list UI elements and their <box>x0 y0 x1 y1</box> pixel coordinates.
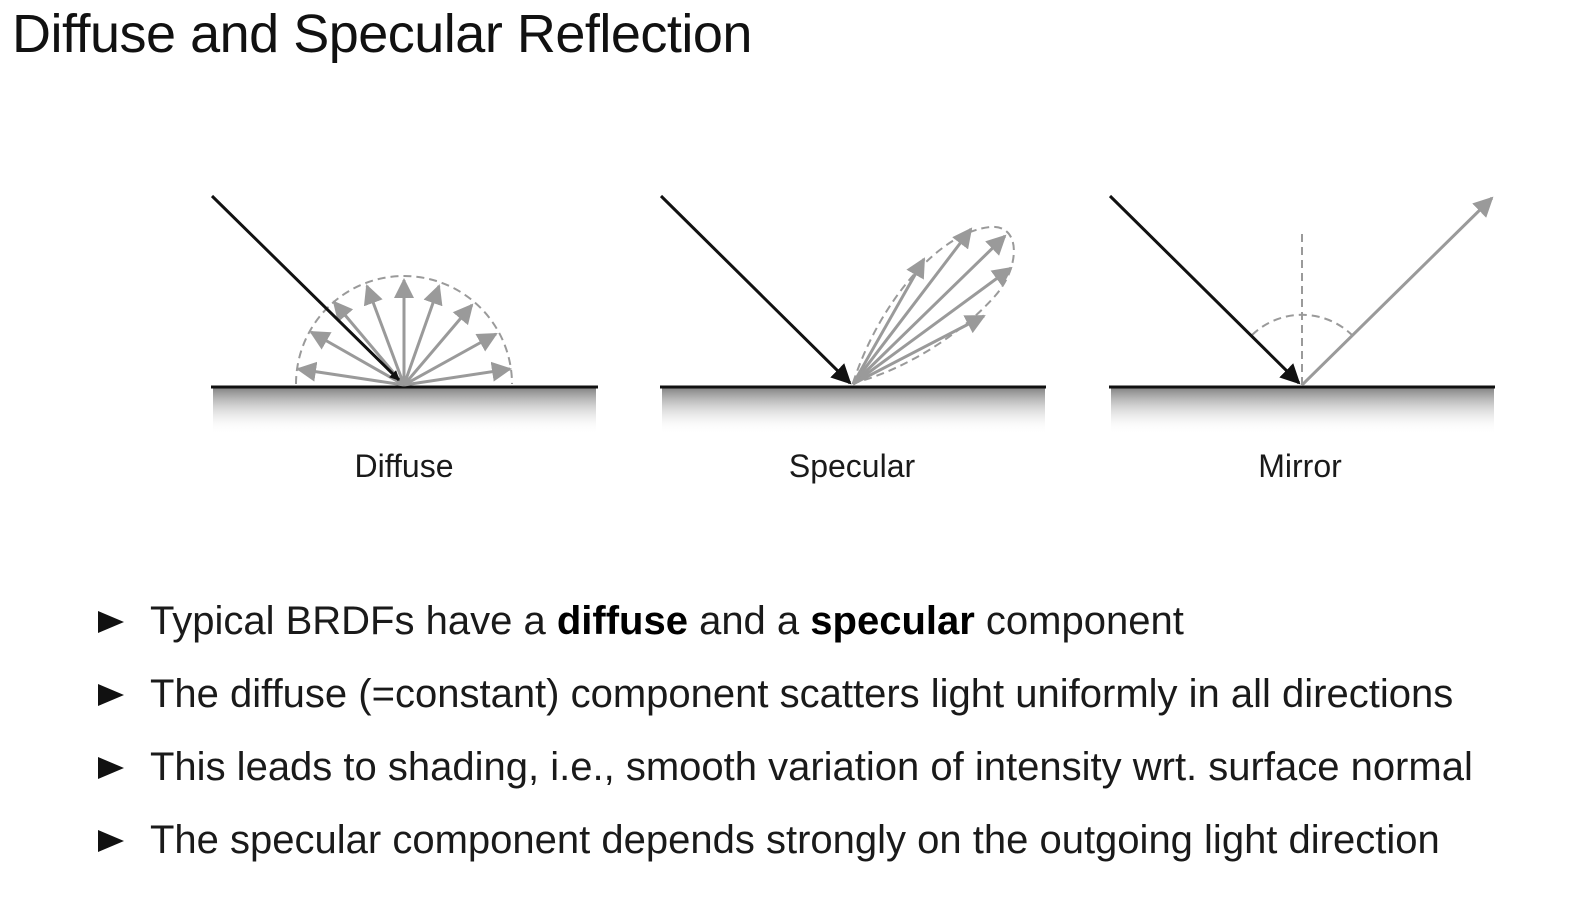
reflection-diagram <box>210 194 1495 434</box>
bullet-bold-diffuse: diffuse <box>556 599 688 643</box>
bullet-item: The specular component depends strongly … <box>98 809 1473 882</box>
bullet-triangle-icon <box>98 611 124 633</box>
bullet-triangle-icon <box>98 757 124 779</box>
bullet-item: The diffuse (=constant) component scatte… <box>98 663 1473 736</box>
mirror-reflected-ray <box>1300 196 1494 387</box>
surface-shading <box>662 388 1045 434</box>
bullet-list: Typical BRDFs have a diffuse and a specu… <box>98 590 1473 882</box>
surface-shading <box>213 388 596 434</box>
mirror-incident-ray <box>1108 194 1301 385</box>
caption-diffuse: Diffuse <box>354 448 454 484</box>
specular-reflected-rays <box>851 227 1013 386</box>
bullet-text-part: and a <box>687 599 811 643</box>
diffuse-figure <box>210 194 598 434</box>
specular-incident-ray <box>659 194 852 385</box>
bullet-item: This leads to shading, i.e., smooth vari… <box>98 736 1473 809</box>
bullet-text: The specular component depends strongly … <box>150 818 1440 862</box>
specular-figure <box>659 194 1046 434</box>
specular-lobe <box>851 225 1015 385</box>
slide-title: Diffuse and Specular Reflection <box>12 4 752 64</box>
caption-mirror: Mirror <box>1258 448 1342 484</box>
bullet-triangle-icon <box>98 830 124 852</box>
bullet-bold-specular: specular <box>810 599 975 643</box>
angle-arc <box>1251 313 1353 336</box>
bullet-text-part: Typical BRDFs have a <box>150 599 557 643</box>
bullet-text: This leads to shading, i.e., smooth vari… <box>150 745 1473 789</box>
mirror-figure <box>1108 194 1495 434</box>
diffuse-incident-ray <box>210 194 401 382</box>
surface-shading <box>1111 388 1494 434</box>
bullet-text-part: component <box>974 599 1184 643</box>
diffuse-reflected-rays <box>296 278 512 387</box>
bullet-item: Typical BRDFs have a diffuse and a specu… <box>98 590 1473 663</box>
diffuse-lobe <box>295 275 513 385</box>
bullet-text: The diffuse (=constant) component scatte… <box>150 672 1454 716</box>
caption-specular: Specular <box>788 448 916 484</box>
bullet-triangle-icon <box>98 684 124 706</box>
